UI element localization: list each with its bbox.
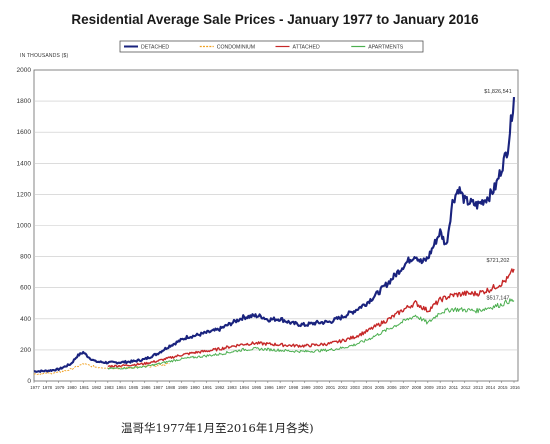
- chart-title: Residential Average Sale Prices - Januar…: [71, 12, 479, 27]
- x-tick-label: 1998: [289, 385, 299, 390]
- x-tick-label: 1978: [43, 385, 53, 390]
- x-tick-label: 2009: [424, 385, 434, 390]
- series-line-apartments: [107, 298, 515, 370]
- y-tick-label: 800: [20, 254, 31, 261]
- x-tick-label: 1989: [178, 385, 188, 390]
- y-tick-label: 1200: [17, 191, 32, 198]
- series-line-attached: [107, 268, 515, 368]
- y-tick-label: 600: [20, 285, 31, 292]
- x-tick-label: 2004: [363, 385, 373, 390]
- x-tick-label: 2000: [313, 385, 323, 390]
- x-tick-label: 1988: [166, 385, 176, 390]
- y-tick-label: 0: [27, 378, 31, 385]
- x-ticks: 1977 1978 1979 1980 1981 1982 1983 1984 1985 1986…: [30, 381, 520, 390]
- x-tick-label: 1979: [55, 385, 65, 390]
- x-tick-label: 1999: [301, 385, 311, 390]
- value-annotation: $721,202: [487, 258, 510, 264]
- x-tick-label: 1986: [141, 385, 151, 390]
- x-tick-label: 1985: [129, 385, 139, 390]
- series-group: [33, 97, 516, 375]
- x-tick-label: 2006: [387, 385, 397, 390]
- x-tick-label: 1980: [67, 385, 77, 390]
- x-tick-label: 1977: [30, 385, 40, 390]
- x-tick-label: 2013: [473, 385, 483, 390]
- y-tick-label: 1000: [17, 223, 32, 230]
- legend-label: APARTMENTS: [368, 45, 404, 51]
- x-tick-label: 1983: [104, 385, 114, 390]
- y-tick-label: 1400: [17, 160, 32, 167]
- x-tick-label: 1993: [227, 385, 237, 390]
- x-tick-label: 1996: [264, 385, 274, 390]
- legend-label: DETACHED: [141, 45, 169, 51]
- x-tick-label: 1997: [276, 385, 286, 390]
- legend-label: CONDOMINIUM: [217, 45, 255, 51]
- caption: 温哥华1977年1月至2016年1月各类): [121, 421, 314, 435]
- x-tick-label: 2014: [486, 385, 496, 390]
- series-line-condominium: [33, 362, 170, 375]
- annotations: $1,826,541 $721,202 $517,147: [484, 89, 512, 302]
- x-tick-label: 1984: [116, 385, 126, 390]
- x-tick-label: 2012: [461, 385, 471, 390]
- x-tick-label: 2011: [449, 385, 459, 390]
- legend: DETACHED CONDOMINIUM ATTACHED APARTMENTS: [119, 40, 424, 53]
- y-tick-label: 1600: [17, 129, 32, 136]
- x-tick-label: 2010: [436, 385, 446, 390]
- x-tick-label: 1995: [252, 385, 262, 390]
- x-tick-label: 1982: [92, 385, 102, 390]
- y-tick-label: 200: [20, 347, 31, 354]
- series-line-detached: [33, 97, 516, 373]
- grid: [34, 100, 518, 351]
- y-axis-label: IN THOUSANDS ($): [20, 53, 69, 59]
- legend-label: ATTACHED: [293, 45, 320, 51]
- x-tick-label: 2002: [338, 385, 348, 390]
- x-tick-label: 2003: [350, 385, 360, 390]
- x-tick-label: 1981: [79, 385, 89, 390]
- y-tick-label: 1800: [17, 98, 32, 105]
- y-tick-label: 400: [20, 316, 31, 323]
- x-tick-label: 1992: [215, 385, 225, 390]
- x-tick-label: 2001: [326, 385, 336, 390]
- x-tick-label: 2007: [399, 385, 409, 390]
- value-annotation: $1,826,541: [484, 89, 512, 95]
- y-tick-label: 2000: [17, 67, 32, 74]
- x-tick-label: 1994: [239, 385, 249, 390]
- value-annotation: $517,147: [487, 296, 510, 302]
- x-tick-label: 2005: [375, 385, 385, 390]
- x-tick-label: 1990: [190, 385, 200, 390]
- x-tick-label: 2016: [510, 385, 520, 390]
- y-ticks: 0 200 400 600 800 1000 1200 1400 1600 1800 2000: [17, 67, 32, 385]
- x-tick-label: 1991: [203, 385, 213, 390]
- x-tick-label: 2008: [412, 385, 422, 390]
- x-tick-label: 1987: [153, 385, 163, 390]
- x-tick-label: 2015: [498, 385, 508, 390]
